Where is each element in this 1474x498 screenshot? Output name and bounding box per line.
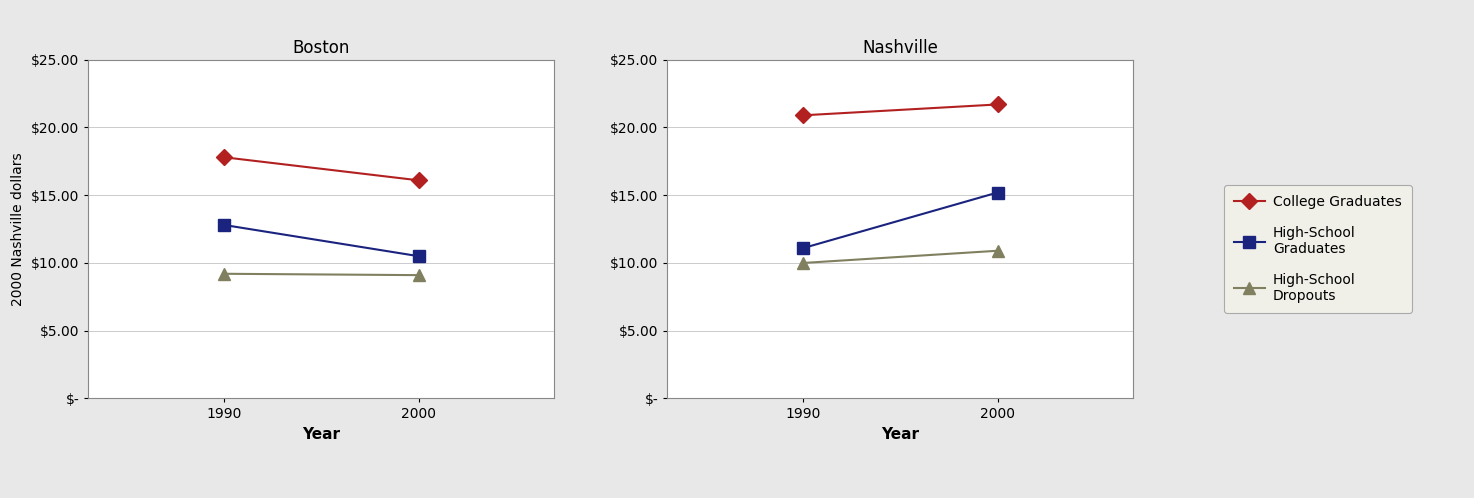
Title: Nashville: Nashville — [862, 39, 939, 57]
Y-axis label: 2000 Nashville dollars: 2000 Nashville dollars — [12, 152, 25, 306]
X-axis label: Year: Year — [881, 427, 920, 442]
X-axis label: Year: Year — [302, 427, 340, 442]
Legend: College Graduates, High-School
Graduates, High-School
Dropouts: College Graduates, High-School Graduates… — [1225, 185, 1412, 313]
Title: Boston: Boston — [293, 39, 351, 57]
